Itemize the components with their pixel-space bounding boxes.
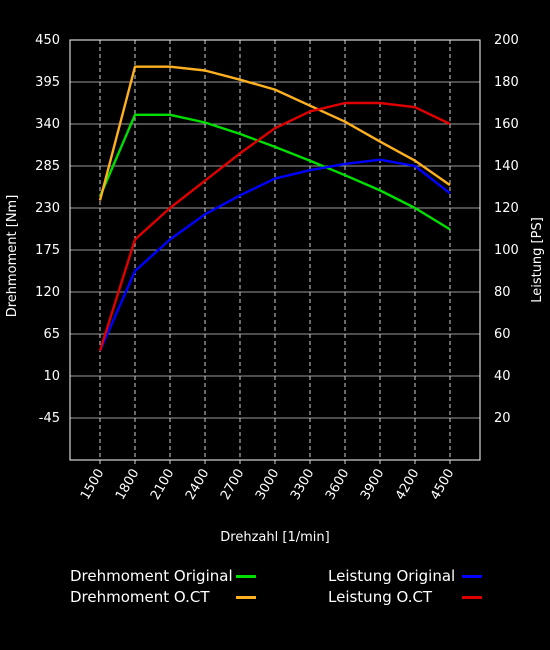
legend-label: Drehmoment O.CT [70,588,210,606]
y-axis-right-ticks: 200 180 160 140 120 100 80 60 40 20 [494,33,519,426]
series-line-3 [98,158,451,352]
y-left-tick-label: 285 [35,159,60,174]
y-right-tick-label: 160 [494,117,519,132]
x-tick-label: 1800 [113,467,143,503]
grid [70,39,480,465]
legend-right: Leistung Original Leistung O.CT [328,566,482,608]
x-tick-label: 3600 [323,467,353,503]
y-left-tick-label: 395 [35,75,60,90]
legend-item: Leistung Original [328,566,482,587]
legend-swatch [236,575,256,578]
y-left-tick-label: 340 [35,117,60,132]
y-left-tick-label: 230 [35,201,60,216]
series-line-1 [98,113,451,231]
y-right-tick-label: 20 [494,411,511,426]
x-axis-label: Drehzahl [1/min] [220,530,329,545]
series-lines [98,65,451,352]
y-left-tick-label: -45 [39,411,60,426]
y-axis-left-label: Drehmoment [Nm] [5,195,20,318]
x-tick-label: 1500 [78,467,108,503]
legend-swatch [236,596,256,599]
y-left-tick-label: 450 [35,33,60,48]
series-line-4 [98,101,451,352]
y-right-tick-label: 40 [494,369,511,384]
y-right-tick-label: 180 [494,75,519,90]
x-tick-label: 3300 [288,467,318,503]
legend-item: Drehmoment O.CT [70,587,257,608]
legend-left: Drehmoment Original Drehmoment O.CT [70,566,257,608]
y-right-tick-label: 200 [494,33,519,48]
legend-item: Drehmoment Original [70,566,257,587]
x-tick-label: 2400 [183,467,213,503]
legend-item: Leistung O.CT [328,587,482,608]
x-axis-ticks: 1500 1800 2100 2400 2700 3000 3300 3600 3900 4200… [78,467,458,503]
y-left-tick-label: 10 [43,369,60,384]
plot-frame [69,39,481,461]
x-tick-label: 3000 [253,467,283,503]
y-right-tick-label: 140 [494,159,519,174]
y-axis-left-ticks: 450 395 340 285 230 175 120 65 10 -45 [35,33,60,426]
y-right-tick-label: 60 [494,327,511,342]
legend-swatch [462,575,482,578]
legend-label: Leistung Original [328,567,456,585]
legend-label: Leistung O.CT [328,588,433,606]
y-right-tick-label: 100 [494,243,519,258]
y-left-tick-label: 65 [43,327,60,342]
x-tick-label: 4500 [428,467,458,503]
y-left-tick-label: 175 [35,243,60,258]
y-right-tick-label: 120 [494,201,519,216]
y-left-tick-label: 120 [35,285,60,300]
y-axis-right-label: Leistung [PS] [530,217,545,303]
x-tick-label: 2700 [218,467,248,503]
y-right-tick-label: 80 [494,285,511,300]
x-tick-label: 3900 [358,467,388,503]
series-line-2 [98,65,451,201]
x-tick-label: 2100 [148,467,178,503]
legend-swatch [462,596,482,599]
x-tick-label: 4200 [393,467,423,503]
legend-label: Drehmoment Original [70,567,233,585]
